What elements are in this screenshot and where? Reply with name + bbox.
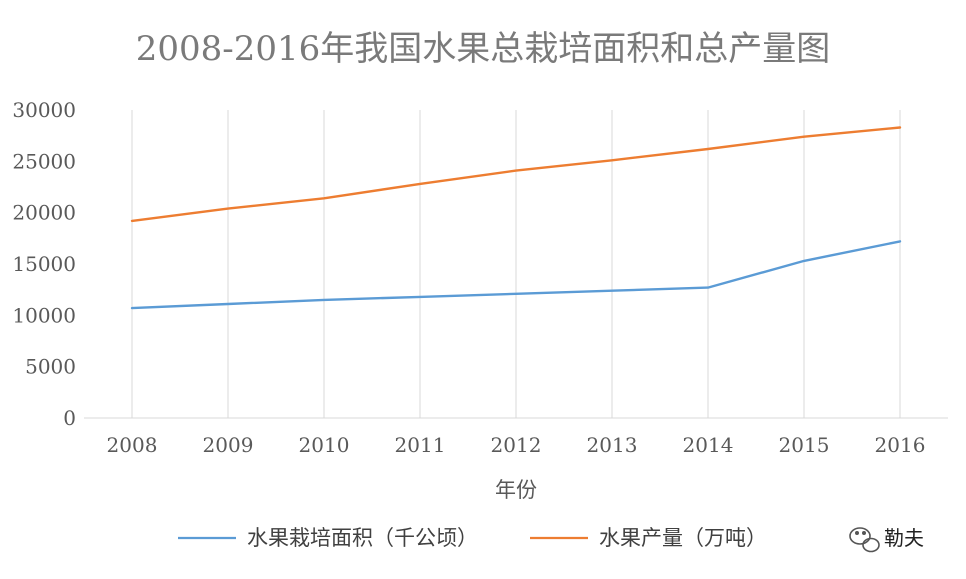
x-tick-label: 2013	[587, 433, 638, 457]
x-tick-label: 2016	[875, 433, 926, 457]
y-tick-label: 10000	[12, 303, 76, 327]
x-axis-label: 年份	[495, 478, 537, 502]
series-line-1	[130, 126, 902, 223]
series-layer	[130, 126, 902, 310]
y-tick-label: 15000	[12, 252, 76, 276]
x-tick-label: 2008	[107, 433, 158, 457]
y-tick-label: 0	[63, 406, 76, 430]
x-tick-label: 2010	[299, 433, 350, 457]
watermark: 勒夫	[849, 526, 924, 553]
x-tick-label: 2014	[683, 433, 734, 457]
grid-lines	[131, 110, 901, 418]
series-line-0	[130, 240, 902, 310]
y-tick-label: 5000	[25, 355, 76, 379]
y-tick-label: 30000	[12, 98, 76, 122]
x-tick-label: 2012	[491, 433, 542, 457]
wechat-icon	[849, 527, 880, 553]
x-tick-label: 2015	[779, 433, 830, 457]
y-tick-label: 20000	[12, 201, 76, 225]
legend: 水果栽培面积（千公顷） 水果产量（万吨）	[178, 526, 767, 550]
legend-label-output: 水果产量（万吨）	[599, 526, 767, 550]
x-tick-label: 2011	[395, 433, 446, 457]
axes: 0 5000 10000 15000 20000 25000 30000 2008 2009 20…	[12, 98, 948, 457]
x-tick-label: 2009	[203, 433, 254, 457]
chart-title: 2008-2016年我国水果总栽培面积和总产量图	[136, 29, 831, 69]
y-tick-label: 25000	[12, 149, 76, 173]
watermark-text: 勒夫	[884, 526, 924, 550]
legend-label-area: 水果栽培面积（千公顷）	[247, 526, 478, 550]
